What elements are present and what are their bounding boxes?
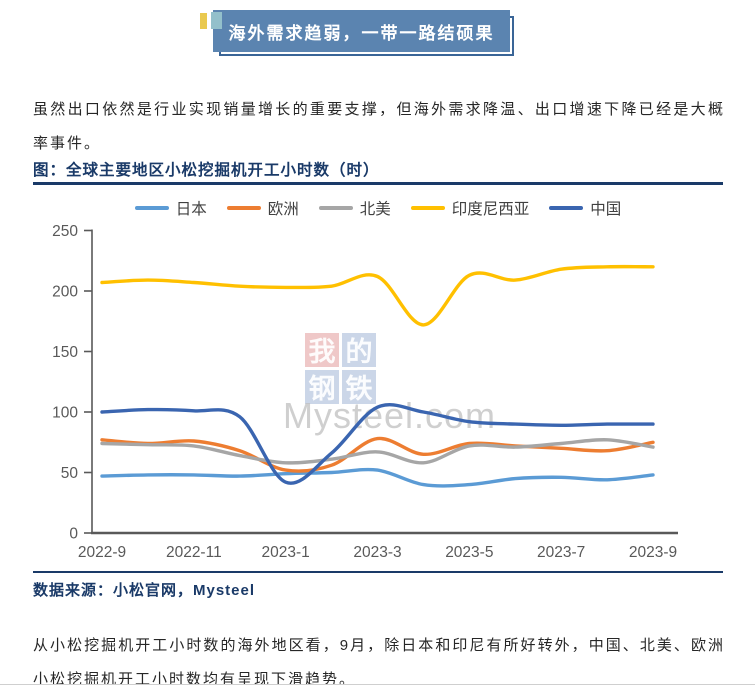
chart-area: 日本 欧洲 北美 印度尼西亚 中国 我的钢铁 Mysteel.com 0 50 100 150… xyxy=(33,197,723,571)
plot-wrap: 我的钢铁 Mysteel.com 0 50 100 150 200 250 2022-9 20… xyxy=(33,223,723,571)
legend-line-swatch xyxy=(134,205,169,210)
figure-source-rule xyxy=(33,570,723,573)
x-tick-label: 2022-11 xyxy=(166,544,222,561)
legend-label: 日本 xyxy=(175,200,207,218)
accent-bar-yellow-icon xyxy=(200,13,207,29)
legend-item-1: 欧洲 xyxy=(226,197,299,219)
legend-line-swatch xyxy=(549,205,584,210)
legend-label: 印度尼西亚 xyxy=(451,200,530,218)
mysteel-watermark: 我的钢铁 Mysteel.com xyxy=(283,332,495,436)
x-tick-label: 2023-1 xyxy=(262,544,310,561)
line-chart-svg: 0 50 100 150 200 250 2022-9 2022-11 2023-1 2023-3… xyxy=(52,223,678,561)
series-line-2 xyxy=(100,437,655,465)
watermark-blocks: 我的钢铁 xyxy=(305,332,376,404)
figure-source: 数据来源：小松官网，Mysteel xyxy=(33,582,256,599)
legend-item-0: 日本 xyxy=(134,197,207,219)
y-tick-label: 150 xyxy=(52,344,78,361)
y-tick-label: 250 xyxy=(52,223,78,240)
figure-title-rule xyxy=(33,182,723,185)
x-tick-label: 2023-5 xyxy=(445,544,493,561)
series-line-1 xyxy=(100,436,655,473)
x-tick-label: 2023-7 xyxy=(537,544,585,561)
watermark-block: 我 xyxy=(305,332,339,367)
x-tick-label: 2023-3 xyxy=(353,544,401,561)
conclusion-paragraph: 从小松挖掘机开工小时数的海外地区看，9月，除日本和印尼有所好转外，中国、北美、欧… xyxy=(33,637,725,685)
legend-line-swatch xyxy=(410,205,445,210)
series-line-0 xyxy=(100,467,655,488)
legend-label: 欧洲 xyxy=(267,200,299,218)
watermark-block: 钢 xyxy=(305,369,339,404)
y-tick-label: 100 xyxy=(52,404,78,421)
legend-line-swatch xyxy=(226,205,261,210)
headline-banner: 海外需求趋弱，一带一路结硕果 xyxy=(213,10,510,52)
legend-label: 中国 xyxy=(590,200,622,218)
legend-line-swatch xyxy=(318,205,353,210)
figure-title: 图：全球主要地区小松挖掘机开工小时数（时） xyxy=(33,162,380,179)
x-tick-label: 2022-9 xyxy=(78,544,126,561)
headline-banner-wrap: 海外需求趋弱，一带一路结硕果 xyxy=(200,10,514,56)
legend-item-4: 中国 xyxy=(549,197,621,219)
legend-item-3: 印度尼西亚 xyxy=(410,197,530,219)
watermark-block: 铁 xyxy=(342,369,376,404)
figure-block: 图：全球主要地区小松挖掘机开工小时数（时） 日本 欧洲 北美 印度尼西亚 中国 我的钢铁… xyxy=(33,160,723,602)
y-tick-label: 0 xyxy=(69,525,78,542)
x-tick-label: 2023-9 xyxy=(629,544,677,561)
watermark-site-text: Mysteel.com xyxy=(283,394,497,436)
series-line-3 xyxy=(100,264,655,327)
legend-label: 北美 xyxy=(359,200,391,218)
legend-item-2: 北美 xyxy=(318,197,391,219)
y-tick-label: 200 xyxy=(52,283,78,300)
watermark-block: 的 xyxy=(342,332,376,367)
intro-paragraph: 虽然出口依然是行业实现销量增长的重要支撑，但海外需求降温、出口增速下降已经是大概… xyxy=(33,101,725,152)
y-tick-label: 50 xyxy=(61,465,79,482)
chart-legend: 日本 欧洲 北美 印度尼西亚 中国 xyxy=(33,197,723,219)
accent-bar-teal-icon xyxy=(211,12,222,29)
series-line-4 xyxy=(100,402,655,485)
